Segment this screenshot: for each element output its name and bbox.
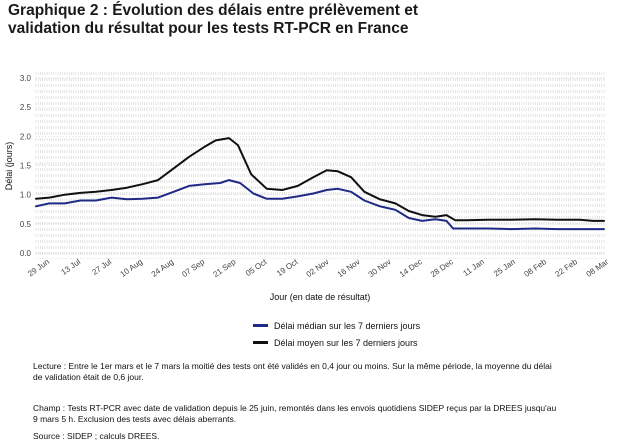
legend-swatch-mean: [253, 341, 268, 344]
x-tick-label: 11 Jan: [462, 257, 486, 278]
x-tick-label: 27 Jul: [90, 257, 113, 277]
x-tick-label: 05 Oct: [244, 257, 269, 278]
x-tick-label: 29 Jun: [26, 257, 51, 278]
x-tick-label: 28 Dec: [429, 257, 455, 279]
y-tick-label: 2.0: [20, 132, 32, 141]
line-chart: 0.0 0.5 1.0 1.5 2.0 2.5 3.0 Délai (jours) 29 Jun…: [4, 72, 611, 302]
y-axis-label: Délai (jours): [4, 142, 14, 191]
x-tick-label: 14 Dec: [398, 257, 424, 279]
legend-swatch-median: [253, 324, 268, 327]
x-tick-label: 07 Sep: [180, 257, 206, 279]
x-tick-label: 16 Nov: [336, 257, 362, 279]
legend-label-mean: Délai moyen sur les 7 derniers jours: [274, 337, 418, 348]
x-tick-label: 21 Sep: [211, 257, 237, 279]
note-source-text: Source : SIDEP ; calculs DREES.: [33, 431, 160, 441]
y-tick-label: 0.5: [20, 220, 32, 229]
x-tick-label: 24 Aug: [150, 257, 176, 279]
x-tick-label: 30 Nov: [367, 257, 393, 279]
chart-legend: Délai médian sur les 7 derniers jours Dé…: [253, 317, 420, 351]
x-tick-label: 08 Mar: [585, 257, 611, 279]
y-tick-label: 1.5: [20, 162, 32, 171]
y-tick-label: 1.0: [20, 191, 32, 200]
note-source: Source : SIDEP ; calculs DREES.: [33, 431, 618, 442]
note-champ: Champ : Tests RT-PCR avec date de valida…: [33, 403, 618, 424]
x-tick-label: 13 Jul: [59, 257, 82, 277]
series-line-median: [35, 179, 605, 231]
chart-title: Graphique 2 : Évolution des délais entre…: [8, 2, 628, 38]
legend-entry-mean: Délai moyen sur les 7 derniers jours: [253, 334, 420, 351]
x-axis-label: Jour (en date de résultat): [270, 292, 371, 302]
x-tick-label: 08 Feb: [522, 257, 548, 279]
note-lecture-line-1: Lecture : Entre le 1er mars et le 7 mars…: [33, 361, 552, 371]
note-lecture: Lecture : Entre le 1er mars et le 7 mars…: [33, 361, 618, 382]
title-line-2: validation du résultat pour les tests RT…: [8, 20, 409, 37]
x-tick-label: 19 Oct: [275, 257, 300, 278]
note-champ-line-1: Champ : Tests RT-PCR avec date de valida…: [33, 403, 557, 413]
legend-entry-median: Délai médian sur les 7 derniers jours: [253, 317, 420, 334]
y-tick-label: 0.0: [20, 249, 32, 258]
x-tick-label: 02 Nov: [305, 257, 331, 279]
note-lecture-line-2: de validation était de 0,6 jour.: [33, 371, 144, 382]
title-line-1: Graphique 2 : Évolution des délais entre…: [8, 2, 419, 19]
series-line-mean: [35, 137, 605, 222]
legend-label-median: Délai médian sur les 7 derniers jours: [274, 320, 421, 331]
y-tick-label: 2.5: [20, 103, 32, 112]
x-tick-label: 25 Jan: [492, 257, 517, 278]
x-tick-label: 22 Feb: [554, 257, 580, 279]
note-champ-line-2: 9 mars 5 h. Exclusion des tests avec dél…: [33, 413, 237, 424]
x-tick-label: 10 Aug: [119, 257, 145, 279]
y-tick-label: 3.0: [20, 74, 32, 83]
